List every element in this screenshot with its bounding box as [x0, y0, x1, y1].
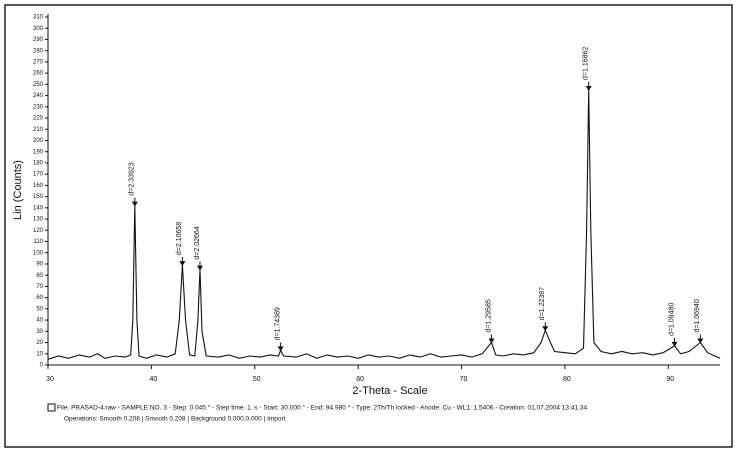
- file-icon: [47, 403, 56, 412]
- y-tick-label: 180: [33, 161, 44, 167]
- peak-label: d=2.33923: [129, 162, 136, 195]
- y-tick-label: 170: [33, 172, 44, 178]
- y-tick-label: 20: [36, 340, 43, 346]
- x-tick-label: 40: [149, 376, 157, 383]
- peak-marker: [697, 338, 704, 344]
- y-tick-label: 140: [33, 205, 44, 211]
- peak-marker: [277, 346, 284, 352]
- pattern-line: [47, 89, 721, 360]
- peak-marker: [542, 326, 549, 332]
- y-tick-label: 0: [40, 363, 44, 369]
- y-tick-label: 160: [33, 183, 44, 189]
- footer-line: Operations: Smooth 0.208 | Smooth 0.208 …: [64, 416, 286, 423]
- x-tick-label: 90: [666, 376, 674, 383]
- peak-label: d=1.06940: [694, 299, 701, 332]
- peak-label: d=1.16862: [583, 47, 590, 80]
- y-tick-label: 300: [33, 26, 44, 32]
- peak-marker: [179, 261, 186, 267]
- y-tick-label: 290: [33, 37, 44, 43]
- peak-marker: [488, 338, 495, 344]
- x-tick-label: 30: [46, 376, 54, 383]
- y-tick-label: 100: [33, 250, 44, 256]
- y-tick-label: 310: [33, 15, 44, 21]
- peak-label: d=1.22387: [539, 287, 546, 320]
- footer-line: File: PRASAD-4.raw - SAMPLE NO. 3 - Step…: [57, 404, 587, 412]
- peak-marker: [196, 265, 203, 271]
- y-tick-label: 190: [33, 149, 44, 155]
- y-tick-label: 40: [36, 318, 43, 324]
- y-tick-label: 90: [36, 262, 43, 268]
- y-tick-label: 110: [33, 239, 43, 245]
- peak-label: d=2.02664: [194, 226, 201, 259]
- peak-label: d=2.10658: [176, 222, 183, 255]
- y-tick-label: 270: [33, 59, 44, 65]
- y-tick-label: 250: [33, 82, 44, 88]
- peak-marker: [585, 85, 592, 91]
- y-tick-label: 30: [36, 329, 43, 335]
- peak-marker: [671, 341, 678, 347]
- x-tick-label: 60: [356, 376, 364, 383]
- y-tick-label: 260: [33, 71, 44, 77]
- y-tick-label: 10: [36, 351, 43, 357]
- y-tick-label: 210: [33, 127, 44, 133]
- y-tick-label: 60: [36, 295, 43, 301]
- y-tick-label: 50: [36, 306, 43, 312]
- x-tick-label: 70: [460, 376, 468, 383]
- peak-label: d=1.29585: [485, 299, 492, 332]
- y-tick-label: 230: [33, 104, 44, 110]
- y-tick-label: 150: [33, 194, 44, 200]
- peak-marker: [131, 201, 138, 207]
- y-tick-label: 200: [33, 138, 44, 144]
- y-tick-label: 80: [36, 273, 43, 279]
- peak-label: d=1.09480: [668, 303, 675, 336]
- y-tick-label: 70: [36, 284, 43, 290]
- y-tick-label: 130: [33, 217, 44, 223]
- x-tick-label: 50: [253, 376, 261, 383]
- peak-label: d=1.74389: [274, 307, 281, 340]
- y-tick-label: 280: [33, 48, 44, 54]
- y-tick-label: 120: [33, 228, 44, 234]
- y-tick-label: 220: [33, 116, 44, 122]
- y-axis-label: Lin (Counts): [12, 160, 24, 220]
- x-tick-label: 80: [563, 376, 571, 383]
- y-tick-label: 240: [33, 93, 44, 99]
- x-axis-label: 2-Theta - Scale: [352, 385, 427, 397]
- frame: [4, 4, 733, 448]
